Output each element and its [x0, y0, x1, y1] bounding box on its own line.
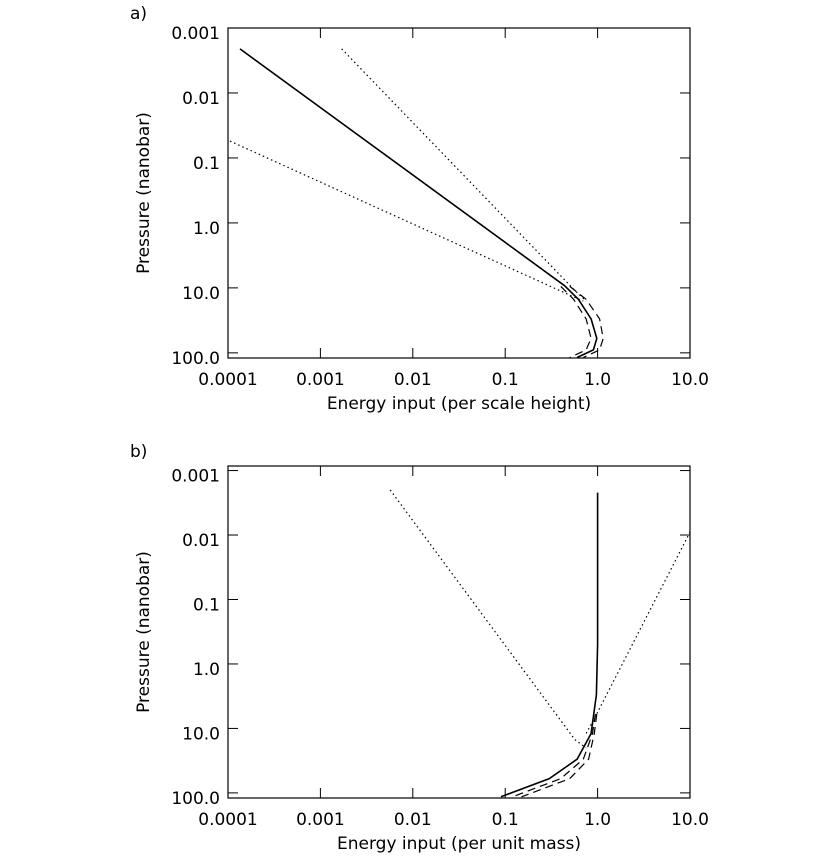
- data-line: [239, 48, 598, 359]
- x-tick-label: 0.1: [492, 370, 519, 390]
- data-line: [585, 531, 691, 734]
- data-line: [569, 285, 604, 359]
- x-tick-label: 0.0001: [198, 370, 257, 390]
- x-tick-label: 0.01: [394, 810, 432, 830]
- x-tick-label: 10.0: [671, 370, 709, 390]
- y-tick-label: 1.0: [193, 219, 220, 239]
- y-tick-label: 0.001: [171, 24, 220, 44]
- x-tick-label: 0.001: [296, 370, 345, 390]
- x-axis-title: Energy input (per unit mass): [337, 834, 581, 854]
- y-tick-label: 10.0: [182, 284, 220, 304]
- y-tick-label: 1.0: [193, 660, 220, 680]
- y-tick-label: 0.001: [171, 467, 220, 487]
- y-tick-label: 100.0: [171, 789, 220, 809]
- x-tick-label: 1.0: [584, 370, 611, 390]
- data-line: [560, 285, 592, 359]
- x-tick-label: 0.01: [394, 370, 432, 390]
- data-line: [389, 489, 587, 749]
- data-line: [341, 48, 587, 302]
- plot-frame: [227, 465, 691, 799]
- data-line: [229, 140, 584, 302]
- y-tick-label: 100.0: [171, 349, 220, 369]
- x-tick-label: 1.0: [584, 810, 611, 830]
- x-axis-title: Energy input (per scale height): [327, 394, 591, 414]
- x-tick-label: 0.001: [296, 810, 345, 830]
- x-tick-label: 10.0: [671, 810, 709, 830]
- panel-label: b): [130, 442, 147, 462]
- y-tick-label: 0.01: [182, 531, 220, 551]
- x-tick-label: 0.1: [492, 810, 519, 830]
- y-tick-label: 0.01: [182, 89, 220, 109]
- y-tick-label: 0.1: [193, 595, 220, 615]
- data-line: [521, 714, 598, 798]
- data-line: [500, 492, 599, 798]
- data-line: [512, 714, 597, 798]
- panel-label: a): [130, 4, 147, 24]
- plot-frame: [227, 27, 691, 359]
- y-axis-title: Pressure (nanobar): [134, 112, 154, 274]
- y-axis-title: Pressure (nanobar): [134, 551, 154, 713]
- x-tick-label: 0.0001: [198, 810, 257, 830]
- y-tick-label: 0.1: [193, 154, 220, 174]
- y-tick-label: 10.0: [182, 724, 220, 744]
